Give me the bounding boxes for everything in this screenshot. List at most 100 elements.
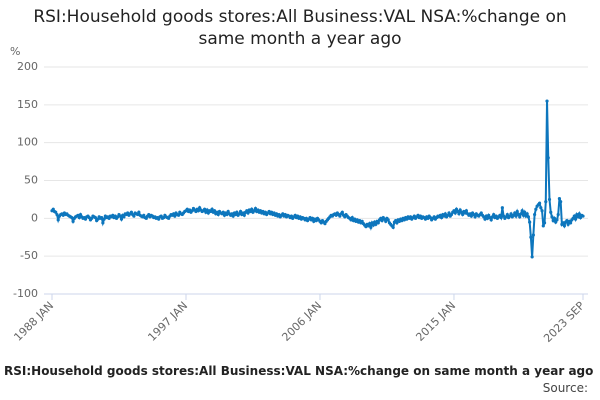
data-point <box>310 216 315 220</box>
data-point <box>457 212 461 216</box>
data-point <box>210 207 214 211</box>
data-point <box>238 209 243 214</box>
data-point <box>447 211 451 215</box>
data-point <box>253 206 258 211</box>
data-point <box>500 206 504 210</box>
data-point <box>552 216 557 220</box>
data-point <box>542 221 547 225</box>
data-point <box>581 214 585 218</box>
y-axis-label: % <box>10 45 20 58</box>
data-point <box>573 217 578 221</box>
data-point <box>196 209 200 213</box>
x-tick-label: 1997 JAN <box>145 299 190 344</box>
data-point <box>572 214 576 218</box>
data-point <box>539 206 543 210</box>
data-point <box>453 211 457 215</box>
data-point <box>225 212 229 217</box>
data-point <box>391 225 395 230</box>
chart-title: RSI:Household goods stores:All Business:… <box>33 7 567 49</box>
data-point <box>77 215 81 220</box>
data-point <box>492 212 496 217</box>
x-tick-label: 2015 JAN <box>413 299 458 344</box>
x-tick-label: 2023 SEP <box>541 299 587 345</box>
x-tick-label: 2006 JAN <box>279 299 324 344</box>
data-point <box>137 210 141 214</box>
data-point <box>547 197 552 202</box>
data-point <box>340 210 344 214</box>
data-point <box>485 216 490 220</box>
data-point <box>221 210 225 214</box>
y-tick-label: 150 <box>17 98 38 111</box>
y-tick-label: 100 <box>17 136 38 149</box>
data-point <box>122 215 126 219</box>
data-point <box>71 219 75 223</box>
data-point <box>518 215 522 219</box>
data-point <box>212 209 217 213</box>
data-point <box>559 200 563 204</box>
data-point <box>250 207 254 211</box>
data-point <box>526 215 531 219</box>
data-point <box>102 217 106 221</box>
source: Source: <box>542 381 588 395</box>
data-point <box>519 212 523 216</box>
data-point <box>380 219 384 223</box>
data-point <box>376 221 380 225</box>
data-point <box>483 217 487 221</box>
data-point <box>55 212 59 217</box>
data-point <box>562 224 566 228</box>
data-point <box>509 212 513 216</box>
data-point <box>70 215 74 220</box>
data-point <box>93 215 98 220</box>
data-point <box>523 210 527 214</box>
data-point <box>556 212 560 217</box>
data-point <box>528 220 532 224</box>
data-point <box>216 212 220 217</box>
series-line <box>51 101 584 257</box>
data-point <box>550 215 554 219</box>
data-point <box>371 223 375 227</box>
data-point <box>461 212 465 217</box>
x-tick-label: 1988 JAN <box>11 299 56 344</box>
data-point <box>521 213 526 217</box>
data-point <box>576 215 580 219</box>
data-point <box>439 215 444 220</box>
data-point <box>520 209 524 213</box>
data-point <box>541 224 545 228</box>
data-point <box>568 221 573 225</box>
data-point <box>565 219 569 223</box>
data-point <box>531 233 535 237</box>
data-point <box>464 209 468 213</box>
data-point <box>173 214 177 218</box>
data-point <box>368 222 372 226</box>
footer-title: RSI:Household goods stores:All Business:… <box>4 364 594 378</box>
data-point <box>350 215 354 220</box>
data-point <box>515 209 519 214</box>
data-point <box>525 212 529 216</box>
data-point <box>499 215 503 220</box>
data-point <box>118 214 122 218</box>
data-point <box>534 207 538 211</box>
data-point <box>537 201 542 205</box>
data-point <box>231 214 235 218</box>
data-point <box>205 208 209 212</box>
data-point <box>546 156 550 160</box>
data-point <box>533 212 537 217</box>
data-point <box>443 212 447 216</box>
data-point <box>384 219 388 223</box>
data-point <box>540 209 544 213</box>
y-tick-label: -100 <box>13 287 38 300</box>
data-point <box>246 211 250 215</box>
data-point <box>132 214 136 218</box>
data-point <box>549 210 553 214</box>
data-point <box>374 222 378 226</box>
data-point <box>529 235 533 239</box>
y-tick-label: 50 <box>24 174 38 187</box>
data-point <box>566 222 570 226</box>
data-point <box>557 197 562 201</box>
data-point <box>395 221 399 225</box>
data-point <box>242 213 246 217</box>
y-tick-label: 200 <box>17 60 38 73</box>
data-point <box>545 99 549 103</box>
data-point <box>176 213 181 217</box>
